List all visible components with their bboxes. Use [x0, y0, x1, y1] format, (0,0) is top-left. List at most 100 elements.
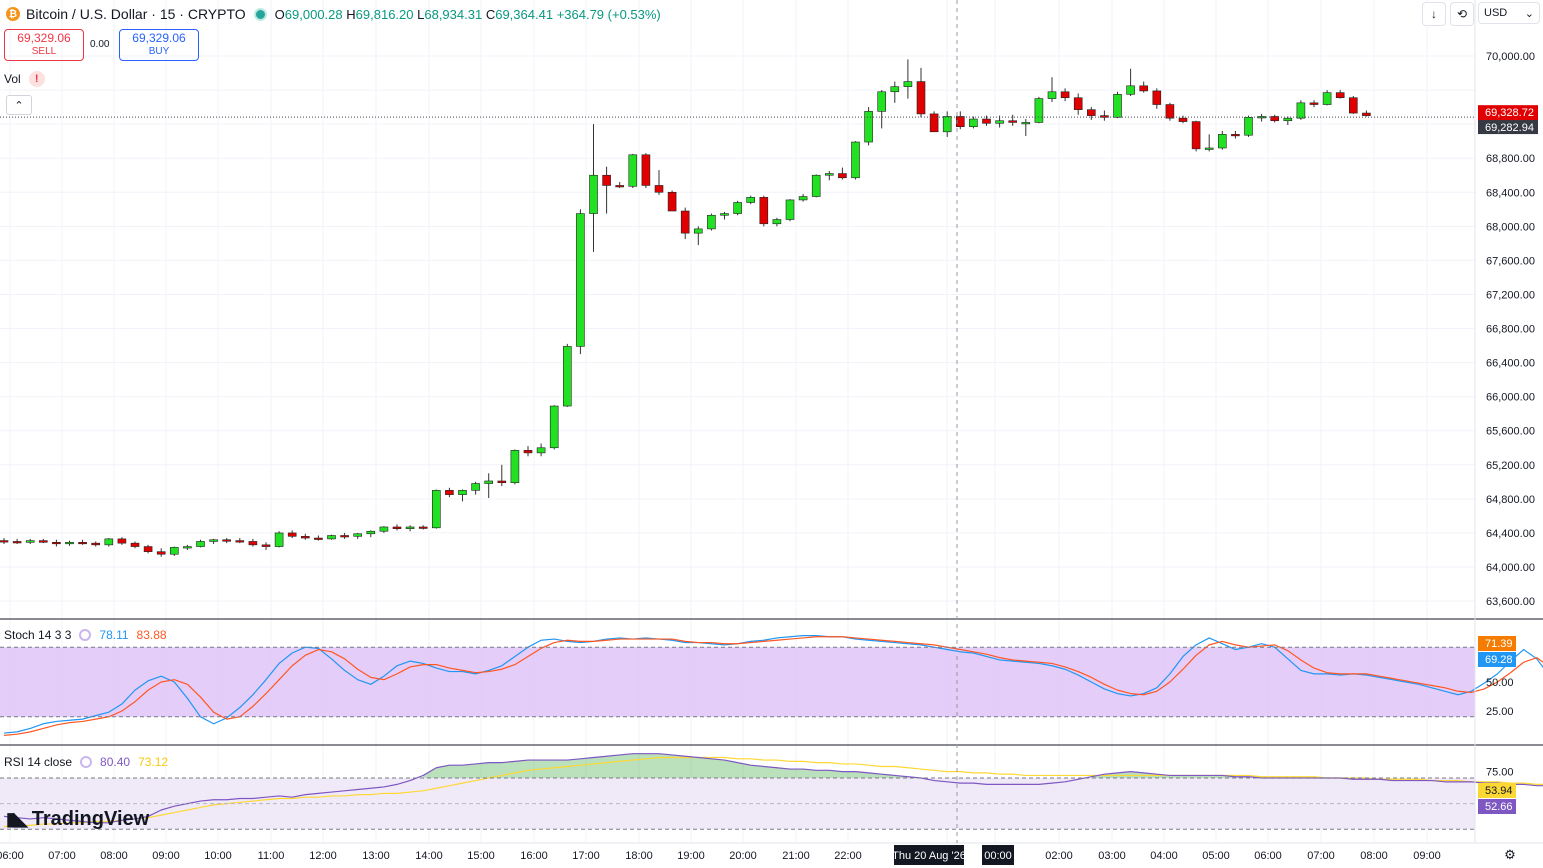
candle-body	[12, 541, 22, 544]
candle-body	[392, 526, 402, 529]
candle-body	[824, 173, 834, 176]
crosshair-time-box	[982, 845, 1014, 865]
candle-body	[1191, 121, 1201, 150]
rsi-ma-last-label: 53.94	[1485, 785, 1513, 797]
candle-body	[693, 228, 703, 234]
candle-body	[1231, 134, 1240, 137]
candle-body	[641, 154, 651, 186]
candle-body	[982, 118, 991, 124]
candle-body	[995, 120, 1004, 124]
candle-body	[1021, 122, 1031, 125]
candle-body	[746, 197, 756, 203]
collapse-legend-button[interactable]: ⌃	[6, 95, 32, 115]
candle-body	[471, 483, 480, 491]
fullscreen-button[interactable]: ⟲	[1450, 2, 1474, 26]
candle-body	[38, 540, 48, 543]
candle-body	[680, 210, 690, 234]
candle-body	[1152, 90, 1162, 105]
price-axis[interactable]: 70,000.00 68,800.00 68,400.00 68,000.00 67,6…	[1486, 51, 1535, 779]
candle-body	[170, 547, 179, 555]
time-tick-label: 05:00	[1202, 850, 1230, 862]
candle-body	[838, 173, 847, 179]
currency-value: USD	[1484, 7, 1508, 19]
stoch-k-last-label: 69.28	[1485, 654, 1513, 666]
pane-dividers[interactable]	[0, 0, 1543, 844]
candle-body	[1309, 102, 1319, 105]
buy-button[interactable]: 69,329.06 BUY	[119, 29, 199, 61]
candle-body	[929, 113, 939, 133]
symbol-header: ₿ Bitcoin / U.S. Dollar · 15 · CRYPTO O6…	[6, 3, 661, 25]
candle-body	[707, 214, 716, 230]
candle-body	[1034, 98, 1044, 123]
high-value: 69,816.20	[355, 6, 414, 22]
candle-body	[1322, 92, 1332, 105]
candle-body	[1204, 147, 1214, 150]
currency-select[interactable]: USD ⌄	[1478, 2, 1540, 24]
price-tick-label: 63,600.00	[1486, 596, 1535, 608]
price-tick-label: 64,800.00	[1486, 494, 1535, 506]
brand-name: TradingView	[31, 808, 150, 830]
time-tick-label: 20:00	[729, 850, 757, 862]
gear-icon: ⚙	[1504, 847, 1516, 862]
candle-body	[196, 541, 205, 547]
candle-body	[1126, 85, 1135, 95]
candle-body	[1349, 97, 1358, 114]
sell-button[interactable]: 69,329.06 SELL	[4, 29, 84, 61]
warning-icon[interactable]: !	[28, 71, 45, 87]
rsi-ma-value: 73.12	[138, 755, 169, 769]
price-tick-label: 67,600.00	[1486, 255, 1535, 267]
loading-icon	[80, 756, 93, 768]
candle-body	[969, 118, 978, 127]
time-tick-label: 16:00	[520, 850, 548, 862]
candle-body	[300, 536, 310, 539]
volume-legend[interactable]: Vol !	[4, 71, 45, 87]
time-tick-label: 08:00	[1360, 850, 1388, 862]
price-tick-label: 64,400.00	[1486, 528, 1535, 540]
candle-body	[549, 405, 559, 449]
price-tick-label: 65,200.00	[1486, 460, 1535, 472]
market-status-icon[interactable]	[253, 7, 267, 21]
candle-body	[602, 174, 611, 186]
rsi-ma-last-box	[1478, 783, 1516, 798]
candle-body	[1087, 109, 1096, 116]
candle-body	[222, 539, 231, 542]
time-tick-label: 06:00	[0, 850, 24, 862]
candle-body	[615, 185, 625, 188]
candle-body	[720, 213, 729, 216]
price-tick-label: 68,000.00	[1486, 221, 1535, 233]
tradingview-logo[interactable]: ▮◣ TradingView	[6, 808, 149, 831]
candle-body	[0, 540, 9, 543]
open-value: 69,000.28	[284, 6, 343, 22]
candle-body	[1283, 117, 1293, 122]
time-tick-label: 10:00	[204, 850, 232, 862]
download-button[interactable]: ↓	[1422, 2, 1446, 26]
candle-body	[130, 542, 140, 547]
rsi-legend[interactable]: RSI 14 close 80.40 73.12	[4, 755, 168, 769]
sell-price: 69,329.06	[17, 31, 71, 45]
price-tick-label: 66,000.00	[1486, 392, 1535, 404]
time-tick-label: 00:00	[984, 850, 1012, 862]
candle-body	[484, 480, 494, 484]
time-axis[interactable]: 06:00 07:00 08:00 09:00 10:00 11:00 12:00 13:00…	[0, 845, 1441, 865]
symbol-title[interactable]: Bitcoin / U.S. Dollar · 15 · CRYPTO	[26, 6, 246, 22]
crosshair-date-label: Thu 20 Aug '26	[892, 850, 966, 862]
candle-body	[353, 533, 363, 537]
rsi-value: 80.40	[100, 755, 131, 769]
candle-body	[117, 538, 127, 544]
bitcoin-icon: ₿	[6, 7, 20, 21]
settings-button[interactable]: ⚙	[1501, 846, 1519, 864]
time-tick-label: 02:00	[1045, 850, 1073, 862]
candle-body	[903, 81, 913, 87]
candle-body	[405, 526, 415, 529]
rsi-overbought-fill	[1091, 771, 1249, 778]
candle-body	[431, 490, 441, 529]
price-tick-label: 65,600.00	[1486, 426, 1535, 438]
crosshair-price-box	[1478, 120, 1538, 135]
stoch-tick-label: 25.00	[1486, 706, 1514, 718]
volume-label: Vol	[4, 72, 21, 86]
candle-body	[785, 199, 795, 220]
candle-body	[877, 91, 887, 112]
stoch-legend[interactable]: Stoch 14 3 3 78.11 83.88	[4, 628, 167, 642]
candlestick-series	[0, 59, 1371, 557]
